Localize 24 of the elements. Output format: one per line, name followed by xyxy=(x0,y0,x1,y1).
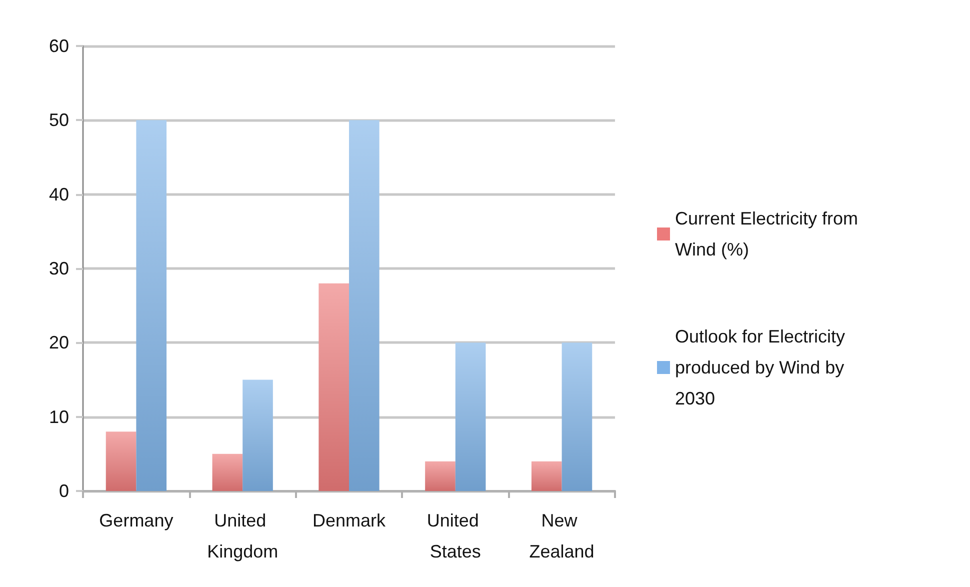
y-tick-label: 10 xyxy=(48,406,69,427)
legend-label: Current Electricity from Wind (%) xyxy=(675,208,864,260)
bar xyxy=(425,461,456,491)
y-tick-label: 60 xyxy=(48,36,69,56)
y-tick-label: 40 xyxy=(48,184,69,204)
bar xyxy=(136,120,167,491)
x-tick-label: Germany xyxy=(99,510,174,530)
y-tick-label: 30 xyxy=(48,258,69,278)
bar xyxy=(531,461,562,491)
bar xyxy=(212,454,243,491)
y-tick-label: 50 xyxy=(48,110,69,130)
bar xyxy=(242,380,273,491)
x-tick-label: New Zealand xyxy=(529,510,594,562)
bar xyxy=(455,342,486,491)
x-tick-label: Denmark xyxy=(312,510,387,530)
bar xyxy=(349,120,380,491)
legend-label: Outlook for Electricity produced by Wind by 2030 xyxy=(675,326,850,408)
y-tick-label: 20 xyxy=(48,332,69,353)
x-tick-label: United Kingdom xyxy=(207,510,278,562)
bar xyxy=(562,342,592,491)
bar xyxy=(318,283,349,491)
bar xyxy=(106,432,136,491)
y-tick-label: 0 xyxy=(58,481,69,501)
x-tick-label: United States xyxy=(426,510,484,562)
